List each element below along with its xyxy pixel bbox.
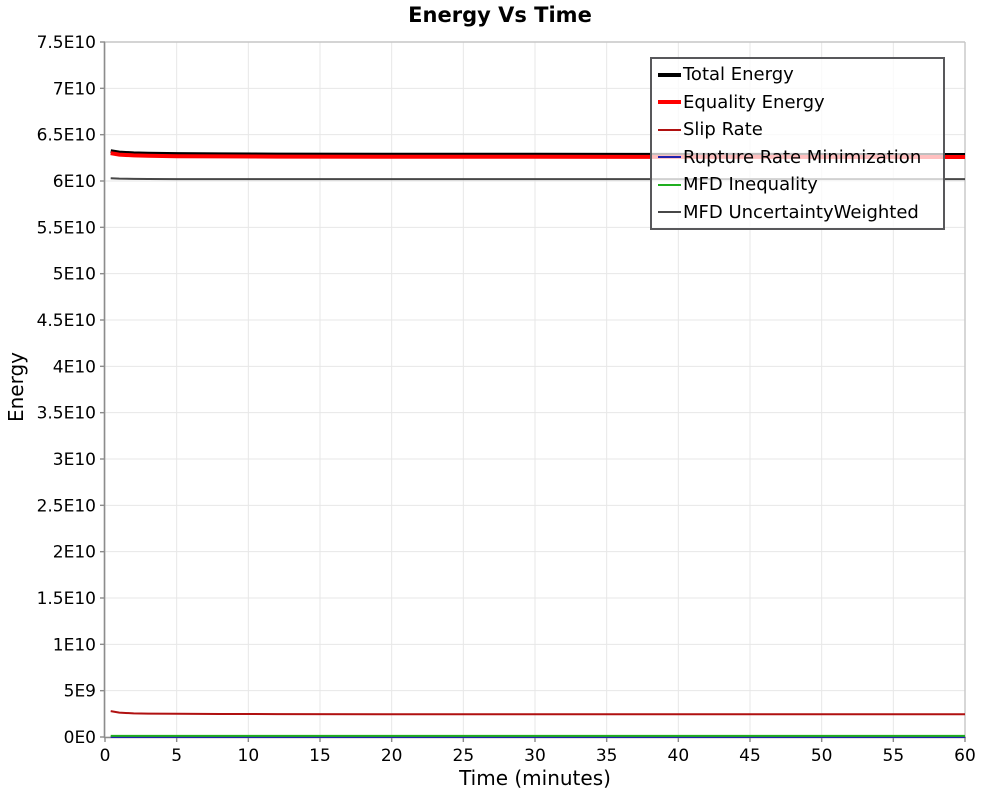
legend-swatch-icon [658, 72, 681, 77]
x-tick-label: 40 [668, 746, 690, 766]
legend-item-mfd-uncertaintyweighted: MFD UncertaintyWeighted [658, 199, 937, 226]
y-tick-label: 6.5E10 [37, 126, 96, 146]
legend-label: Equality Energy [683, 91, 825, 113]
y-tick-label: 3E10 [53, 450, 96, 470]
y-tick-label: 2.5E10 [37, 496, 96, 516]
x-tick-label: 30 [524, 746, 546, 766]
y-tick-label: 7E10 [53, 79, 96, 99]
legend-label: MFD Inequality [683, 174, 818, 196]
y-tick-label: 4E10 [53, 357, 96, 377]
legend-swatch-icon [658, 100, 681, 105]
x-tick-label: 25 [453, 746, 475, 766]
x-tick-label: 50 [811, 746, 833, 766]
x-tick-label: 10 [238, 746, 260, 766]
y-tick-label: 5.5E10 [37, 218, 96, 238]
y-tick-label: 5E9 [64, 682, 96, 702]
series-line-mfd-uncertaintyweighted [110, 177, 965, 181]
legend-item-total-energy: Total Energy [658, 61, 937, 88]
x-tick-label: 20 [381, 746, 403, 766]
legend-swatch-icon [658, 211, 681, 214]
legend-label: MFD UncertaintyWeighted [683, 201, 919, 223]
legend-item-rupture-rate-minimization: Rupture Rate Minimization [658, 144, 937, 171]
legend-label: Slip Rate [683, 119, 763, 141]
x-tick-label: 5 [171, 746, 182, 766]
series-line-slip-rate [110, 710, 965, 716]
y-tick-label: 3.5E10 [37, 404, 96, 424]
legend-swatch-icon [658, 183, 681, 186]
legend-item-slip-rate: Slip Rate [658, 116, 937, 143]
x-tick-label: 0 [100, 746, 111, 766]
y-tick-label: 1E10 [53, 635, 96, 655]
legend-label: Rupture Rate Minimization [683, 146, 922, 168]
legend: Total Energy Equality Energy Slip Rate Rupt… [650, 57, 945, 230]
y-tick-label: 6E10 [53, 172, 96, 192]
x-tick-label: 60 [954, 746, 976, 766]
legend-item-mfd-inequality: MFD Inequality [658, 171, 937, 198]
series-line-equality-energy [110, 151, 966, 159]
x-tick-label: 35 [596, 746, 618, 766]
y-axis-title: Energy [4, 351, 28, 423]
x-axis-title: Time (minutes) [459, 766, 611, 790]
y-tick-label: 2E10 [53, 543, 96, 563]
legend-swatch-icon [658, 128, 681, 131]
y-tick-label: 7.5E10 [37, 33, 96, 53]
y-tick-label: 1.5E10 [37, 589, 96, 609]
x-tick-label: 15 [309, 746, 331, 766]
x-tick-label: 55 [883, 746, 905, 766]
y-tick-label: 0E0 [64, 728, 96, 748]
chart-title: Energy Vs Time [408, 3, 592, 27]
y-tick-label: 5E10 [53, 265, 96, 285]
y-tick-label: 4.5E10 [37, 311, 96, 331]
legend-swatch-icon [658, 156, 681, 159]
legend-item-equality-energy: Equality Energy [658, 89, 937, 116]
legend-label: Total Energy [683, 64, 794, 86]
x-tick-label: 45 [739, 746, 761, 766]
